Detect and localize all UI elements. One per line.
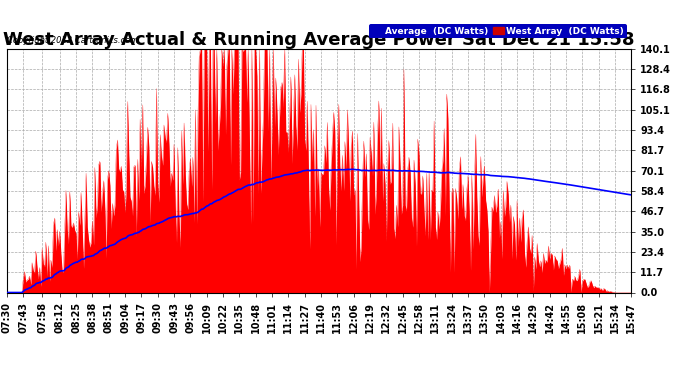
Title: West Array Actual & Running Average Power Sat Dec 21 15:58: West Array Actual & Running Average Powe… bbox=[3, 31, 635, 49]
Legend: Average  (DC Watts), West Array  (DC Watts): Average (DC Watts), West Array (DC Watts… bbox=[369, 24, 627, 38]
Text: Copyright 2013 Cartronics.com: Copyright 2013 Cartronics.com bbox=[7, 36, 138, 45]
